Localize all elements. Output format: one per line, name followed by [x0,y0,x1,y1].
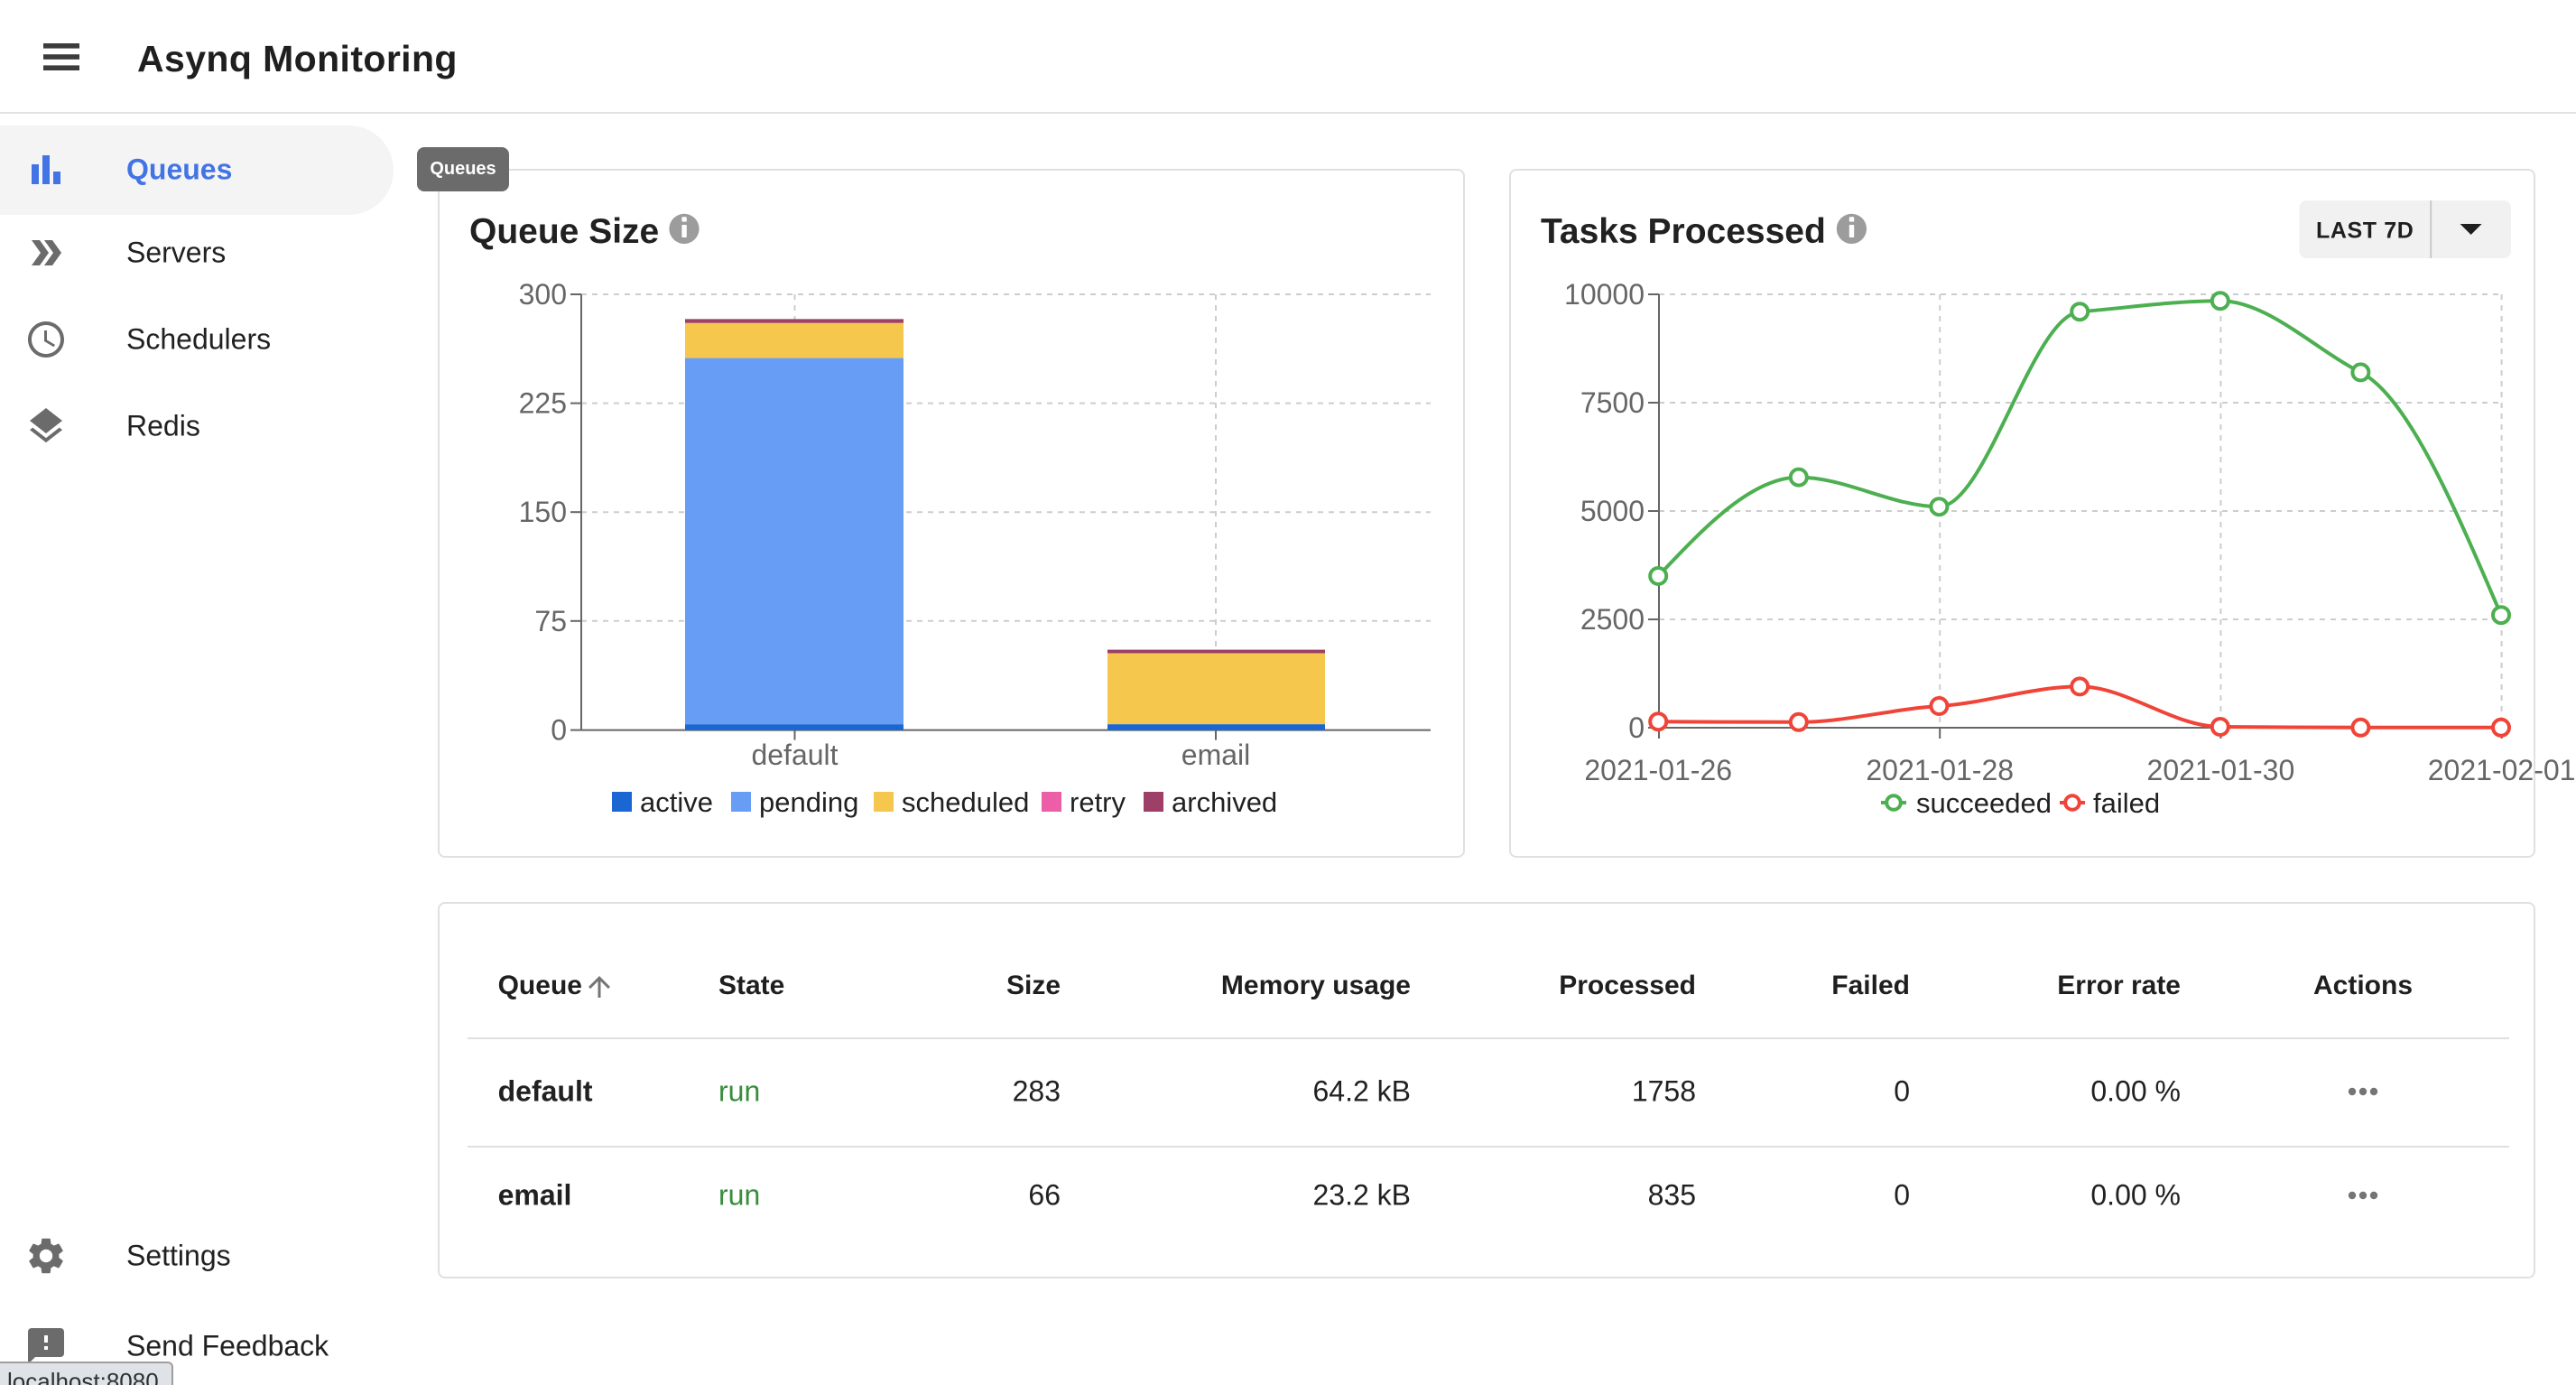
svg-text:scheduled: scheduled [902,786,1029,818]
svg-text:300: 300 [519,278,567,311]
svg-text:150: 150 [519,496,567,528]
svg-text:Tasks Processed: Tasks Processed [1541,212,1826,251]
svg-text:7500: 7500 [1580,386,1645,419]
svg-text:0: 0 [1628,711,1645,744]
svg-text:retry: retry [1070,786,1126,818]
svg-text:225: 225 [519,387,567,420]
svg-text:75: 75 [534,605,567,637]
svg-text:2021-01-26: 2021-01-26 [1584,754,1732,786]
svg-text:failed: failed [2093,787,2160,819]
svg-text:10000: 10000 [1564,278,1645,311]
svg-text:default: default [751,739,838,771]
svg-text:active: active [640,786,713,818]
svg-text:succeeded: succeeded [1916,787,2052,819]
svg-text:2021-01-28: 2021-01-28 [1866,754,2014,786]
svg-text:archived: archived [1172,786,1277,818]
svg-text:5000: 5000 [1580,495,1645,527]
svg-text:0: 0 [551,714,567,747]
svg-text:Queue Size: Queue Size [469,212,659,251]
svg-text:2500: 2500 [1580,603,1645,636]
svg-text:pending: pending [759,786,858,818]
svg-text:LAST 7D: LAST 7D [2316,218,2414,244]
svg-text:2021-02-01: 2021-02-01 [2428,754,2576,786]
svg-text:2021-01-30: 2021-01-30 [2147,754,2295,786]
svg-text:email: email [1181,739,1250,771]
